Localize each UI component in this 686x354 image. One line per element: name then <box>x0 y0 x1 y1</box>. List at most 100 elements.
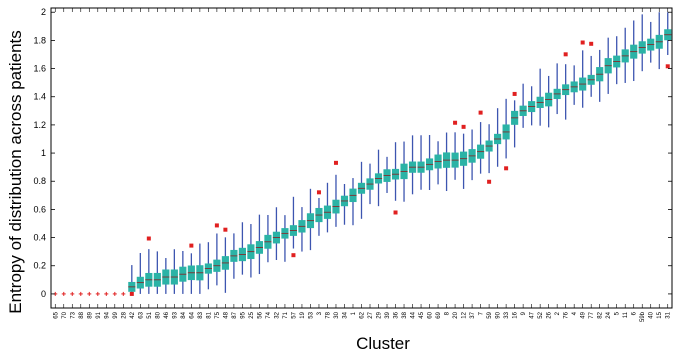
x-tick-label: 57 <box>291 311 297 318</box>
x-tick-label: 26 <box>547 311 553 318</box>
x-tick-label: 71 <box>283 311 289 318</box>
y-tick-label: 0.6 <box>33 204 46 214</box>
x-tick-label: 95 <box>240 311 246 318</box>
x-tick-label: 83 <box>198 311 204 318</box>
x-tick-label: 27 <box>368 311 374 318</box>
x-tick-label: 77 <box>589 311 595 318</box>
x-tick-label: 73 <box>70 311 76 318</box>
x-tick-label: 33 <box>504 311 510 318</box>
x-tick-label: 59 <box>487 311 493 318</box>
x-tick-label: 48 <box>223 311 229 318</box>
y-tick-label: 0 <box>41 289 46 299</box>
y-tick-label: 0.8 <box>33 176 46 186</box>
x-tick-label: 19 <box>300 311 306 318</box>
y-axis-title: Entropy of distribution across patients <box>6 30 25 313</box>
x-tick-label: 11 <box>623 311 629 318</box>
x-tick-label: 52 <box>538 311 544 318</box>
y-tick-label: 1 <box>41 148 46 158</box>
x-tick-label: 87 <box>232 311 238 318</box>
x-tick-label: 65 <box>53 311 59 318</box>
x-tick-label: 28 <box>121 311 127 318</box>
x-tick-label: 7 <box>479 311 485 315</box>
x-tick-label: 40 <box>649 311 655 318</box>
x-tick-label: 32 <box>274 311 280 318</box>
outlier <box>461 124 466 129</box>
outlier <box>512 91 517 96</box>
x-tick-label: 74 <box>266 311 272 318</box>
x-tick-label: 78 <box>325 311 331 318</box>
x-tick-label: 25 <box>249 311 255 318</box>
x-tick-label: 16 <box>513 311 519 318</box>
x-tick-label: 29 <box>377 311 383 318</box>
x-axis-title: Cluster <box>356 334 410 353</box>
x-tick-label: 70 <box>62 311 68 318</box>
x-tick-label: 81 <box>206 311 212 318</box>
outlier <box>665 64 670 69</box>
x-tick-label: 8 <box>445 311 451 315</box>
x-tick-label: 4 <box>572 311 578 315</box>
x-tick-label: 3 <box>317 311 323 315</box>
x-tick-label: 51 <box>147 311 153 318</box>
outlier <box>223 227 228 232</box>
y-tick-label: 1.2 <box>33 120 46 130</box>
y-tick-label: 0.2 <box>33 261 46 271</box>
outlier <box>487 179 492 184</box>
x-tick-label: 45 <box>419 311 425 318</box>
y-tick-label: 1.4 <box>33 92 46 102</box>
outlier <box>189 243 194 248</box>
x-tick-label: 37 <box>470 311 476 318</box>
outlier <box>333 160 338 165</box>
x-tick-label: 59b <box>640 311 646 322</box>
x-tick-label: 53 <box>308 311 314 318</box>
x-tick-label: 15 <box>657 311 663 318</box>
x-tick-label: 42 <box>130 311 136 318</box>
outlier <box>580 40 585 45</box>
x-tick-label: 12 <box>462 311 468 318</box>
x-tick-label: 75 <box>215 311 221 318</box>
x-tick-label: 63 <box>138 311 144 318</box>
x-tick-label: 46 <box>164 311 170 318</box>
x-tick-label: 69 <box>436 311 442 318</box>
y-tick-label: 1.8 <box>33 35 46 45</box>
x-tick-label: 39 <box>385 311 391 318</box>
outlier <box>316 190 321 195</box>
y-tick-label: 2 <box>41 7 46 17</box>
x-tick-label: 2 <box>555 311 561 315</box>
x-tick-label: 76 <box>564 311 570 318</box>
x-tick-label: 31 <box>666 311 672 318</box>
x-tick-label: 36 <box>394 311 400 318</box>
x-tick-label: 38 <box>402 311 408 318</box>
x-tick-label: 94 <box>104 311 110 318</box>
outlier <box>214 223 219 228</box>
x-tick-label: 56 <box>257 311 263 318</box>
x-tick-label: 90 <box>496 311 502 318</box>
x-tick-label: 89 <box>87 311 93 318</box>
x-tick-label: 84 <box>181 311 187 318</box>
x-tick-label: 24 <box>606 311 612 318</box>
outlier <box>504 166 509 171</box>
x-tick-label: 44 <box>411 311 417 318</box>
outlier <box>453 120 458 125</box>
outlier <box>129 291 134 296</box>
outlier <box>146 236 151 241</box>
x-tick-label: 30 <box>334 311 340 318</box>
x-tick-label: 64 <box>189 311 195 318</box>
plot-frame <box>50 7 673 309</box>
outlier <box>589 41 594 46</box>
x-tick-label: 93 <box>172 311 178 318</box>
x-tick-label: 62 <box>360 311 366 318</box>
x-tick-label: 1 <box>351 311 357 315</box>
outlier <box>478 110 483 115</box>
x-tick-label: 49 <box>581 311 587 318</box>
outlier <box>291 253 296 258</box>
x-tick-label: 5 <box>615 311 621 315</box>
x-tick-label: 88 <box>79 311 85 318</box>
x-tick-label: 91 <box>96 311 102 318</box>
x-tick-label: 9 <box>521 311 527 315</box>
x-tick-label: 47 <box>530 311 536 318</box>
x-tick-label: 34 <box>342 311 348 318</box>
x-tick-label: 6 <box>632 311 638 315</box>
x-tick-label: 80 <box>155 311 161 318</box>
y-tick-label: 0.4 <box>33 233 46 243</box>
